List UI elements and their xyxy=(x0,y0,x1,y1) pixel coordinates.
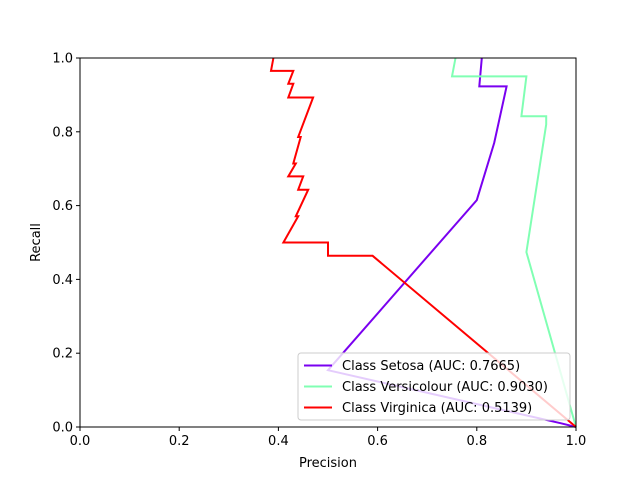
x-tick-label: 0.0 xyxy=(70,434,91,449)
legend-box xyxy=(297,352,571,421)
x-tick-label: 0.8 xyxy=(466,434,487,449)
y-tick-label: 0.0 xyxy=(52,421,73,436)
legend-entry-3: Class Virginica (AUC: 0.5139) xyxy=(342,401,532,416)
y-tick-label: 0.2 xyxy=(52,347,73,362)
y-tick-label: 0.6 xyxy=(52,199,73,214)
legend-entry-1: Class Setosa (AUC: 0.7665) xyxy=(342,359,520,374)
y-tick-label: 1.0 xyxy=(52,52,73,67)
plot-frame xyxy=(79,57,577,428)
y-tick-label: 0.4 xyxy=(52,273,73,288)
series-line-2 xyxy=(450,57,577,428)
x-tick-label: 0.2 xyxy=(169,434,190,449)
x-tick-label: 0.4 xyxy=(268,434,289,449)
series-line-3 xyxy=(269,57,577,428)
legend-entry-2: Class Versicolour (AUC: 0.9030) xyxy=(342,380,548,395)
x-axis-label: Precision xyxy=(299,456,357,471)
x-axis-ticks: 0.0 0.2 0.4 0.6 0.8 1.0 xyxy=(70,427,587,449)
legend: Class Setosa (AUC: 0.7665) Class Versicol… xyxy=(297,352,571,421)
y-axis-ticks: 0.0 0.2 0.4 0.6 0.8 1.0 xyxy=(52,52,80,436)
x-tick-label: 1.0 xyxy=(566,434,587,449)
y-tick-label: 0.8 xyxy=(52,125,73,140)
y-axis-label: Recall xyxy=(29,223,44,262)
x-tick-label: 0.6 xyxy=(367,434,388,449)
